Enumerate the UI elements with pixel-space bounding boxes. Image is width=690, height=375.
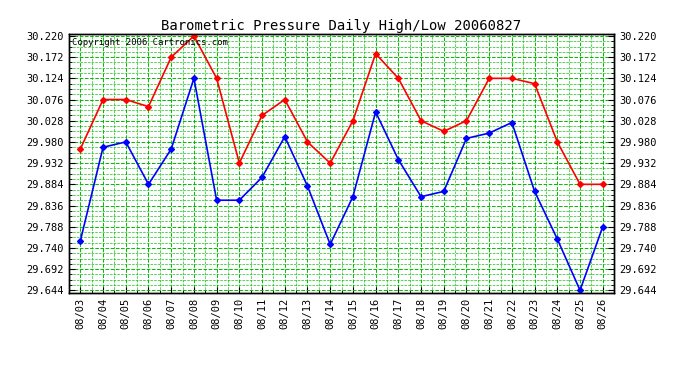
Title: Barometric Pressure Daily High/Low 20060827: Barometric Pressure Daily High/Low 20060… — [161, 19, 522, 33]
Text: Copyright 2006 Cartronics.com: Copyright 2006 Cartronics.com — [72, 38, 228, 46]
